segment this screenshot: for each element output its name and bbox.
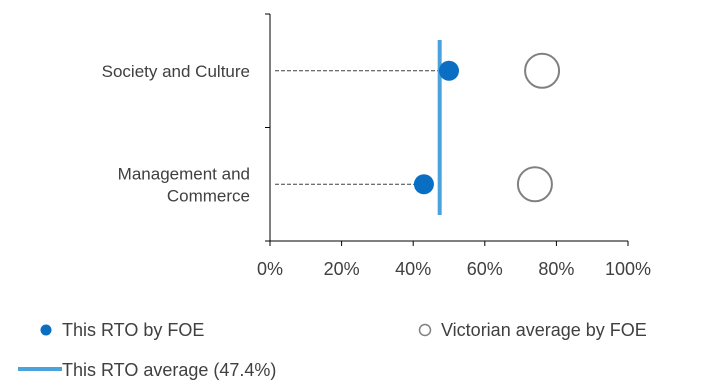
x-tick-label: 80% (538, 259, 574, 279)
legend: This RTO by FOE Victorian average by FOE T… (18, 320, 647, 380)
legend-victorian-label: Victorian average by FOE (441, 320, 647, 340)
x-tick-label: 0% (257, 259, 283, 279)
legend-rto-label: This RTO by FOE (62, 320, 204, 340)
legend-victorian-marker (418, 323, 432, 337)
y-category-label: Management and (118, 164, 250, 183)
x-tick-label: 100% (605, 259, 651, 279)
legend-rto-marker (40, 324, 52, 336)
victorian-average-point (516, 166, 553, 203)
rto-point (413, 174, 434, 195)
y-category-label: Commerce (167, 186, 250, 205)
y-category-label: Society and Culture (102, 62, 250, 81)
legend-average-label: This RTO average (47.4%) (62, 360, 276, 380)
x-tick-label: 20% (324, 259, 360, 279)
plot-area: 0% 20% 40% 60% 80% 100% Society and Culture Man… (102, 13, 651, 279)
x-tick-label: 40% (395, 259, 431, 279)
x-tick-label: 60% (467, 259, 503, 279)
victorian-average-point (524, 52, 561, 89)
rto-point (439, 60, 459, 81)
